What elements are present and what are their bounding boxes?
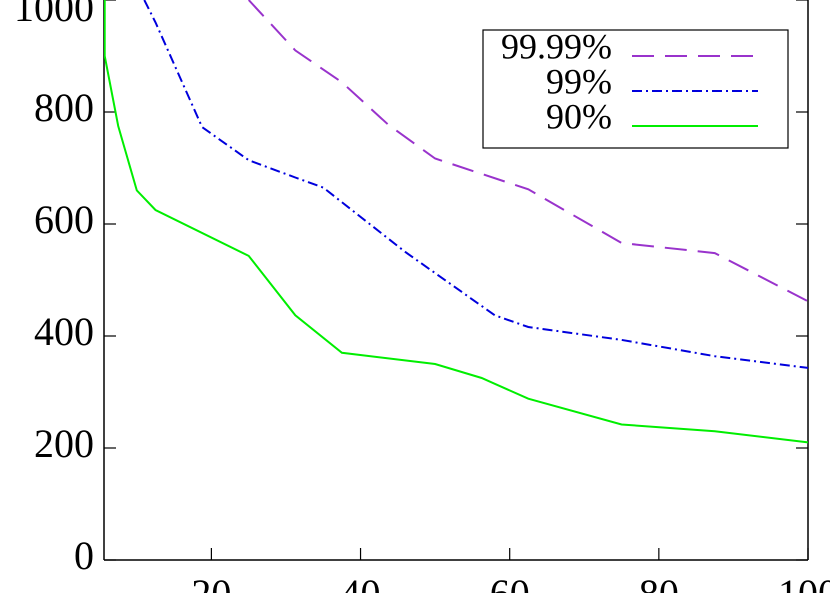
plot-area bbox=[104, 0, 808, 444]
x-tick-label: 100 bbox=[778, 571, 830, 593]
series-line bbox=[104, 0, 808, 444]
legend-label: 99% bbox=[546, 61, 612, 101]
legend: 99.99%99%90% bbox=[482, 26, 789, 149]
axes: 2040608010002004006008001000 bbox=[14, 0, 830, 593]
x-tick-label: 20 bbox=[191, 571, 231, 593]
y-tick-label: 600 bbox=[34, 197, 94, 242]
x-tick-label: 60 bbox=[490, 571, 530, 593]
legend-label: 99.99% bbox=[501, 26, 612, 66]
series-line bbox=[143, 0, 808, 369]
y-tick-label: 0 bbox=[74, 533, 94, 578]
x-tick-label: 80 bbox=[639, 571, 679, 593]
y-tick-label: 200 bbox=[34, 421, 94, 466]
x-tick-label: 40 bbox=[341, 571, 381, 593]
y-tick-label: 1000 bbox=[14, 0, 94, 30]
legend-box bbox=[482, 29, 789, 149]
series-line bbox=[247, 0, 808, 303]
legend-label: 90% bbox=[546, 96, 612, 136]
y-tick-label: 800 bbox=[34, 85, 94, 130]
y-tick-label: 400 bbox=[34, 309, 94, 354]
